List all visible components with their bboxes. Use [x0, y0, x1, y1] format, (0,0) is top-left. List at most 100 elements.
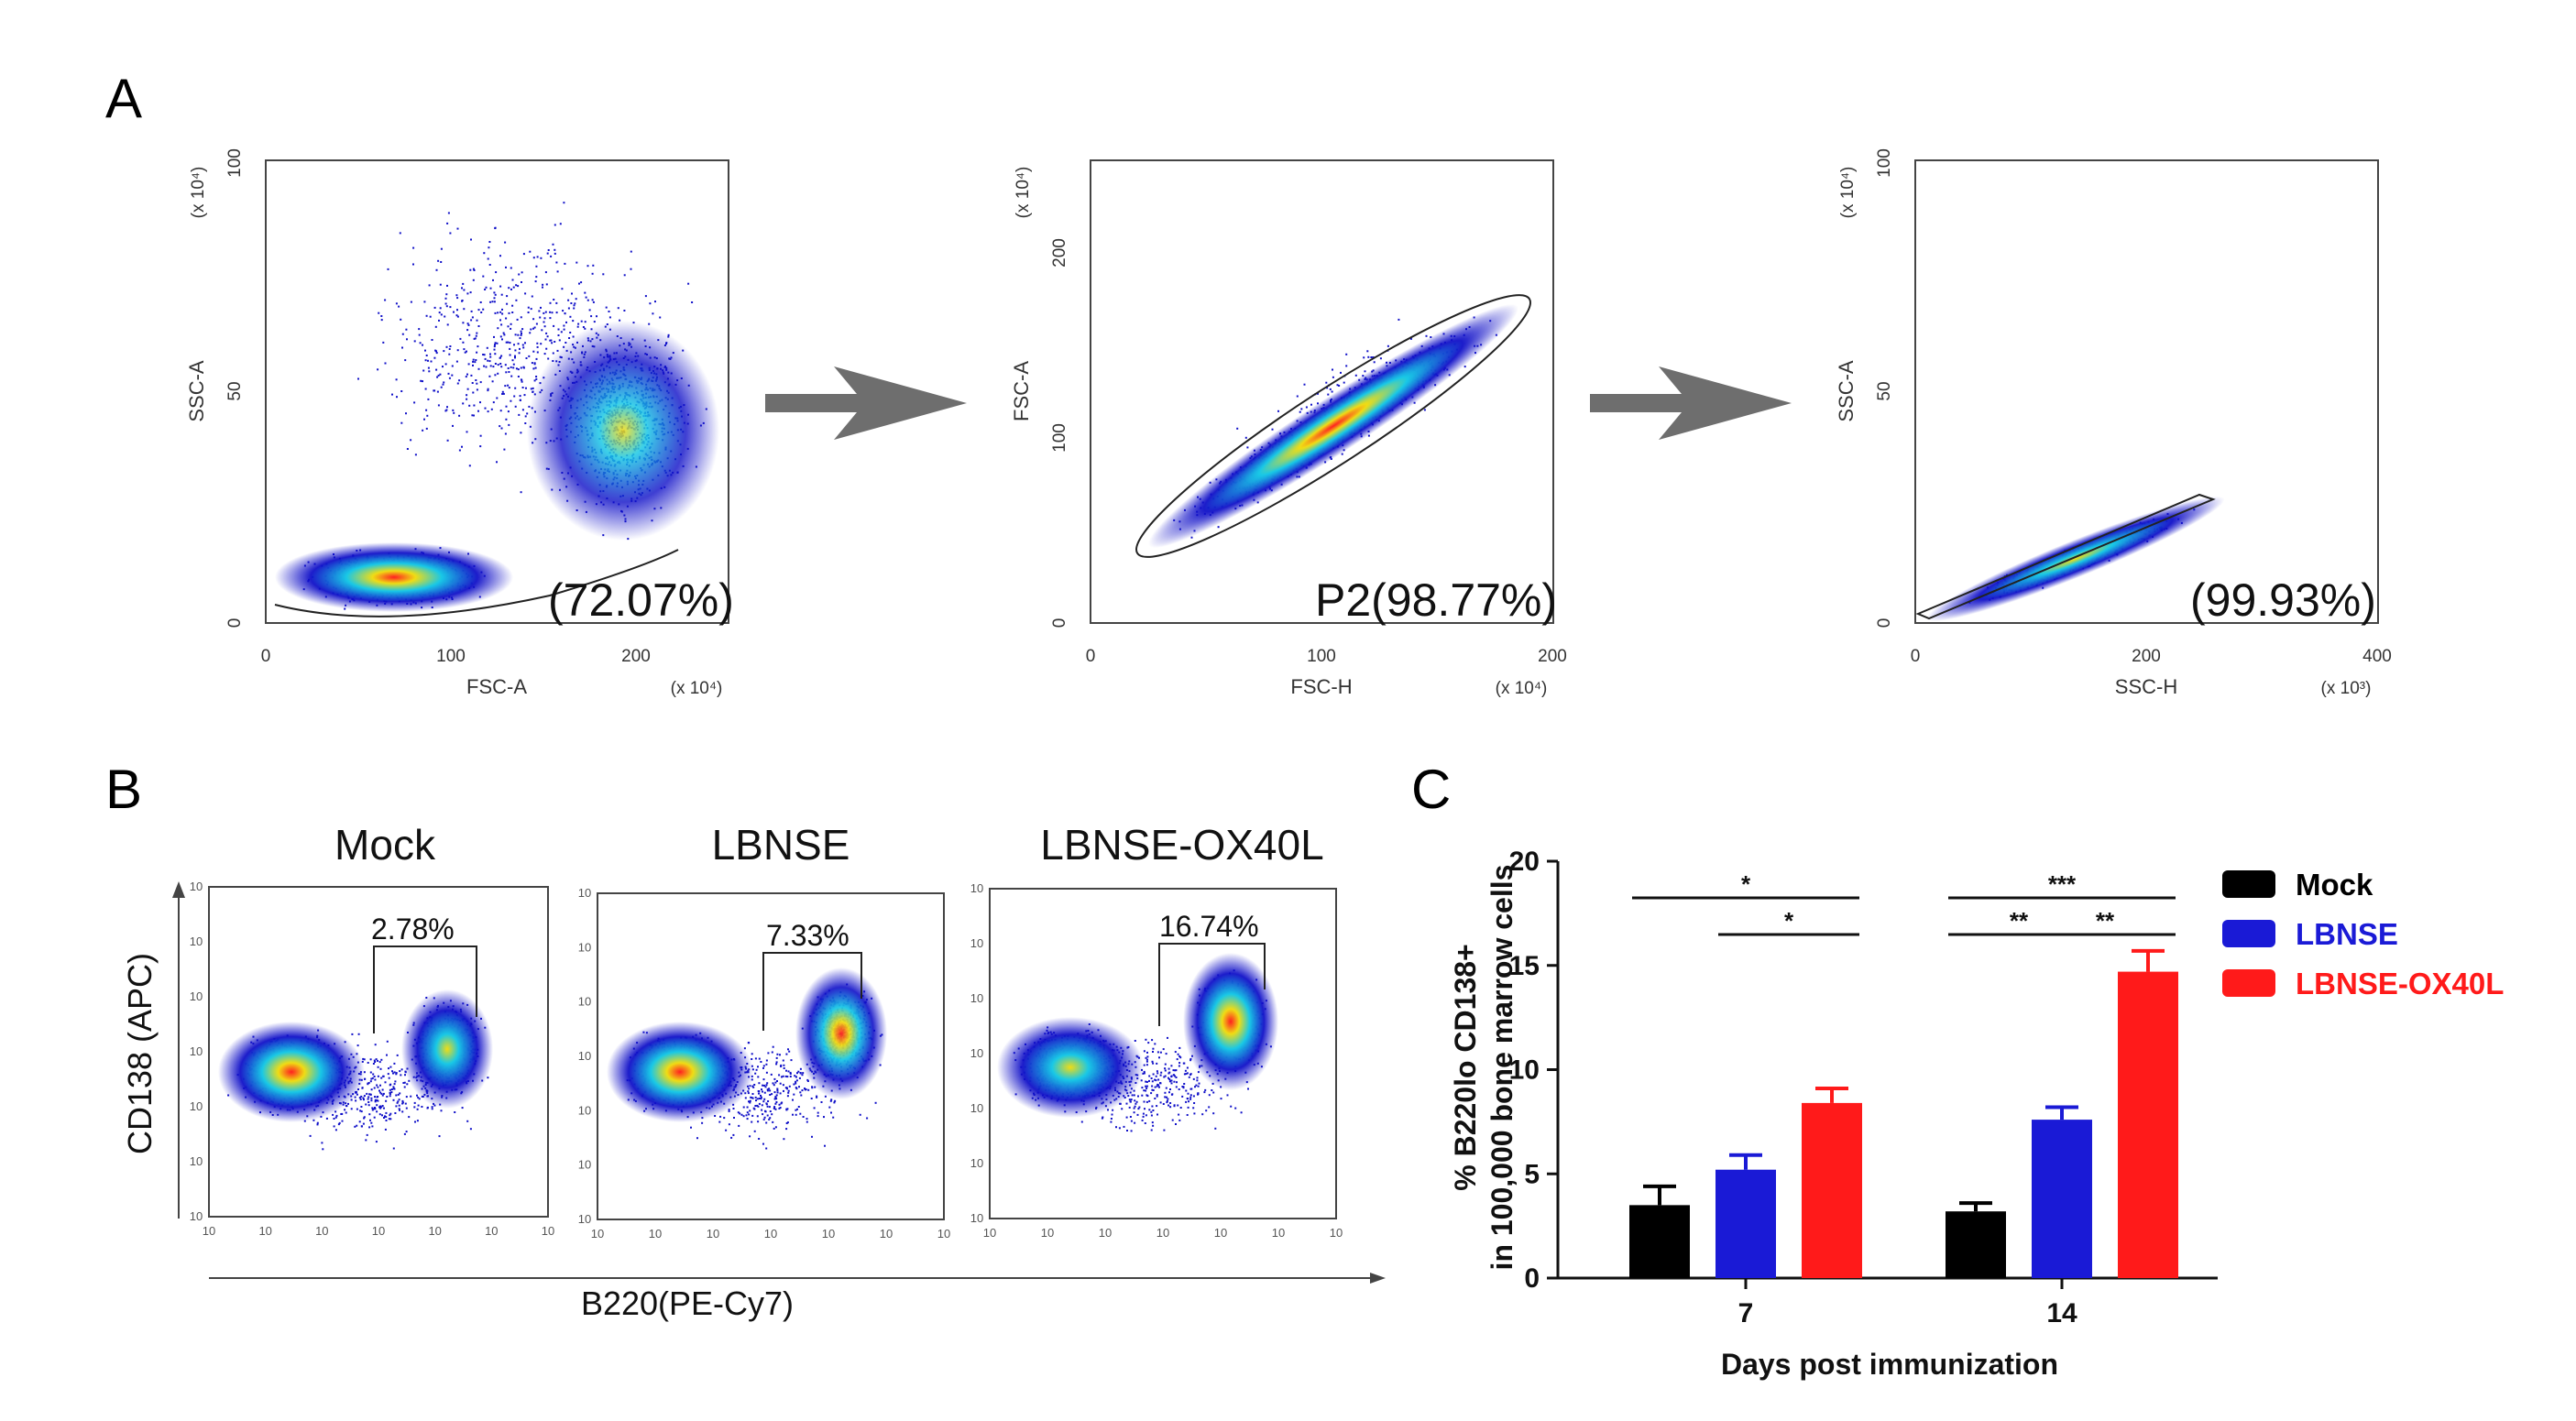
event-dot	[526, 412, 529, 415]
event-dot	[440, 261, 443, 263]
event-dot	[447, 212, 450, 214]
event-dot	[487, 410, 489, 413]
event-dot	[1345, 365, 1348, 367]
event-dot	[456, 309, 458, 312]
event-dot	[540, 306, 542, 309]
event-dot	[485, 286, 488, 289]
event-dot	[384, 362, 387, 365]
x-axis-label: FSC-A	[466, 675, 527, 698]
event-dot	[433, 389, 436, 392]
event-dot	[400, 318, 402, 321]
event-dot	[593, 321, 596, 323]
event-dot	[565, 321, 567, 323]
event-dot	[492, 366, 495, 368]
event-dot	[541, 329, 543, 332]
event-dot	[506, 302, 509, 305]
event-dot	[1327, 393, 1330, 396]
event-dot	[572, 320, 575, 322]
event-dot	[428, 284, 431, 287]
event-dot	[471, 382, 474, 384]
event-dot	[497, 372, 499, 375]
event-dot	[1303, 383, 1306, 386]
event-dot	[510, 375, 513, 377]
event-dot	[521, 271, 523, 274]
event-dot	[380, 319, 383, 322]
event-dot	[455, 294, 458, 297]
event-dot	[488, 246, 490, 249]
event-dot	[553, 324, 555, 327]
event-dot	[511, 359, 514, 362]
event-dot	[517, 333, 520, 336]
event-dot	[511, 304, 514, 307]
event-dot	[378, 312, 380, 314]
event-dot	[510, 288, 512, 290]
event-dot	[575, 261, 578, 264]
event-dot	[477, 325, 480, 327]
event-dot	[494, 344, 496, 346]
event-dot	[494, 353, 497, 355]
event-dot	[574, 302, 576, 305]
panel-letter-a: A	[105, 68, 142, 129]
flow-plot-a2: P2(98.77%) 0 100 200 0 100 200 FSC-H (x …	[1010, 159, 1567, 698]
event-dot	[569, 315, 572, 318]
event-dot	[543, 325, 546, 328]
event-dot	[514, 355, 516, 357]
event-dot	[473, 337, 476, 340]
event-dot	[508, 387, 510, 389]
event-dot	[425, 314, 428, 317]
event-dot	[504, 364, 507, 366]
event-dot	[440, 386, 443, 388]
event-dot	[518, 273, 521, 276]
event-dot	[531, 362, 533, 365]
event-dot	[591, 299, 594, 301]
event-dot	[507, 410, 510, 413]
event-dot	[476, 351, 478, 354]
event-dot	[312, 1119, 315, 1121]
event-dot	[464, 351, 466, 354]
event-dot	[453, 311, 455, 313]
event-dot	[479, 401, 481, 404]
event-dot	[462, 402, 465, 405]
event-dot	[501, 308, 503, 311]
event-dot	[429, 315, 432, 318]
event-dot	[435, 352, 438, 355]
event-dot	[406, 338, 408, 341]
density-cloud	[1926, 496, 2225, 622]
event-dot	[494, 226, 497, 229]
event-dot	[493, 297, 496, 300]
gate-outline	[274, 549, 679, 618]
event-dot	[521, 281, 522, 283]
event-dot	[564, 312, 566, 314]
event-dot	[482, 275, 485, 278]
event-dot	[467, 323, 470, 326]
event-dot	[488, 241, 491, 243]
event-dot	[1398, 318, 1400, 321]
event-dot	[492, 401, 495, 404]
event-dot	[486, 346, 488, 349]
event-dot	[559, 223, 562, 225]
event-dot	[1299, 410, 1301, 413]
gate-label: (72.07%)	[548, 574, 734, 626]
event-dot	[582, 326, 585, 328]
event-dot	[500, 355, 503, 357]
event-dot	[513, 344, 515, 346]
event-dot	[482, 308, 485, 311]
event-dot	[463, 289, 466, 291]
event-dot	[1373, 361, 1376, 364]
density-cloud	[1148, 303, 1518, 549]
event-dot	[551, 312, 554, 314]
event-dot	[405, 412, 407, 415]
event-dot	[543, 312, 545, 314]
event-dot	[456, 297, 459, 300]
event-dot	[401, 346, 403, 349]
event-dot	[437, 259, 440, 262]
event-dot	[649, 302, 652, 305]
event-dot	[687, 282, 690, 285]
x-tick: 0	[1911, 647, 1921, 666]
event-dot	[497, 327, 499, 330]
event-dot	[517, 376, 520, 377]
event-dot	[513, 395, 516, 398]
event-dot	[512, 286, 515, 289]
event-dot	[466, 329, 469, 332]
